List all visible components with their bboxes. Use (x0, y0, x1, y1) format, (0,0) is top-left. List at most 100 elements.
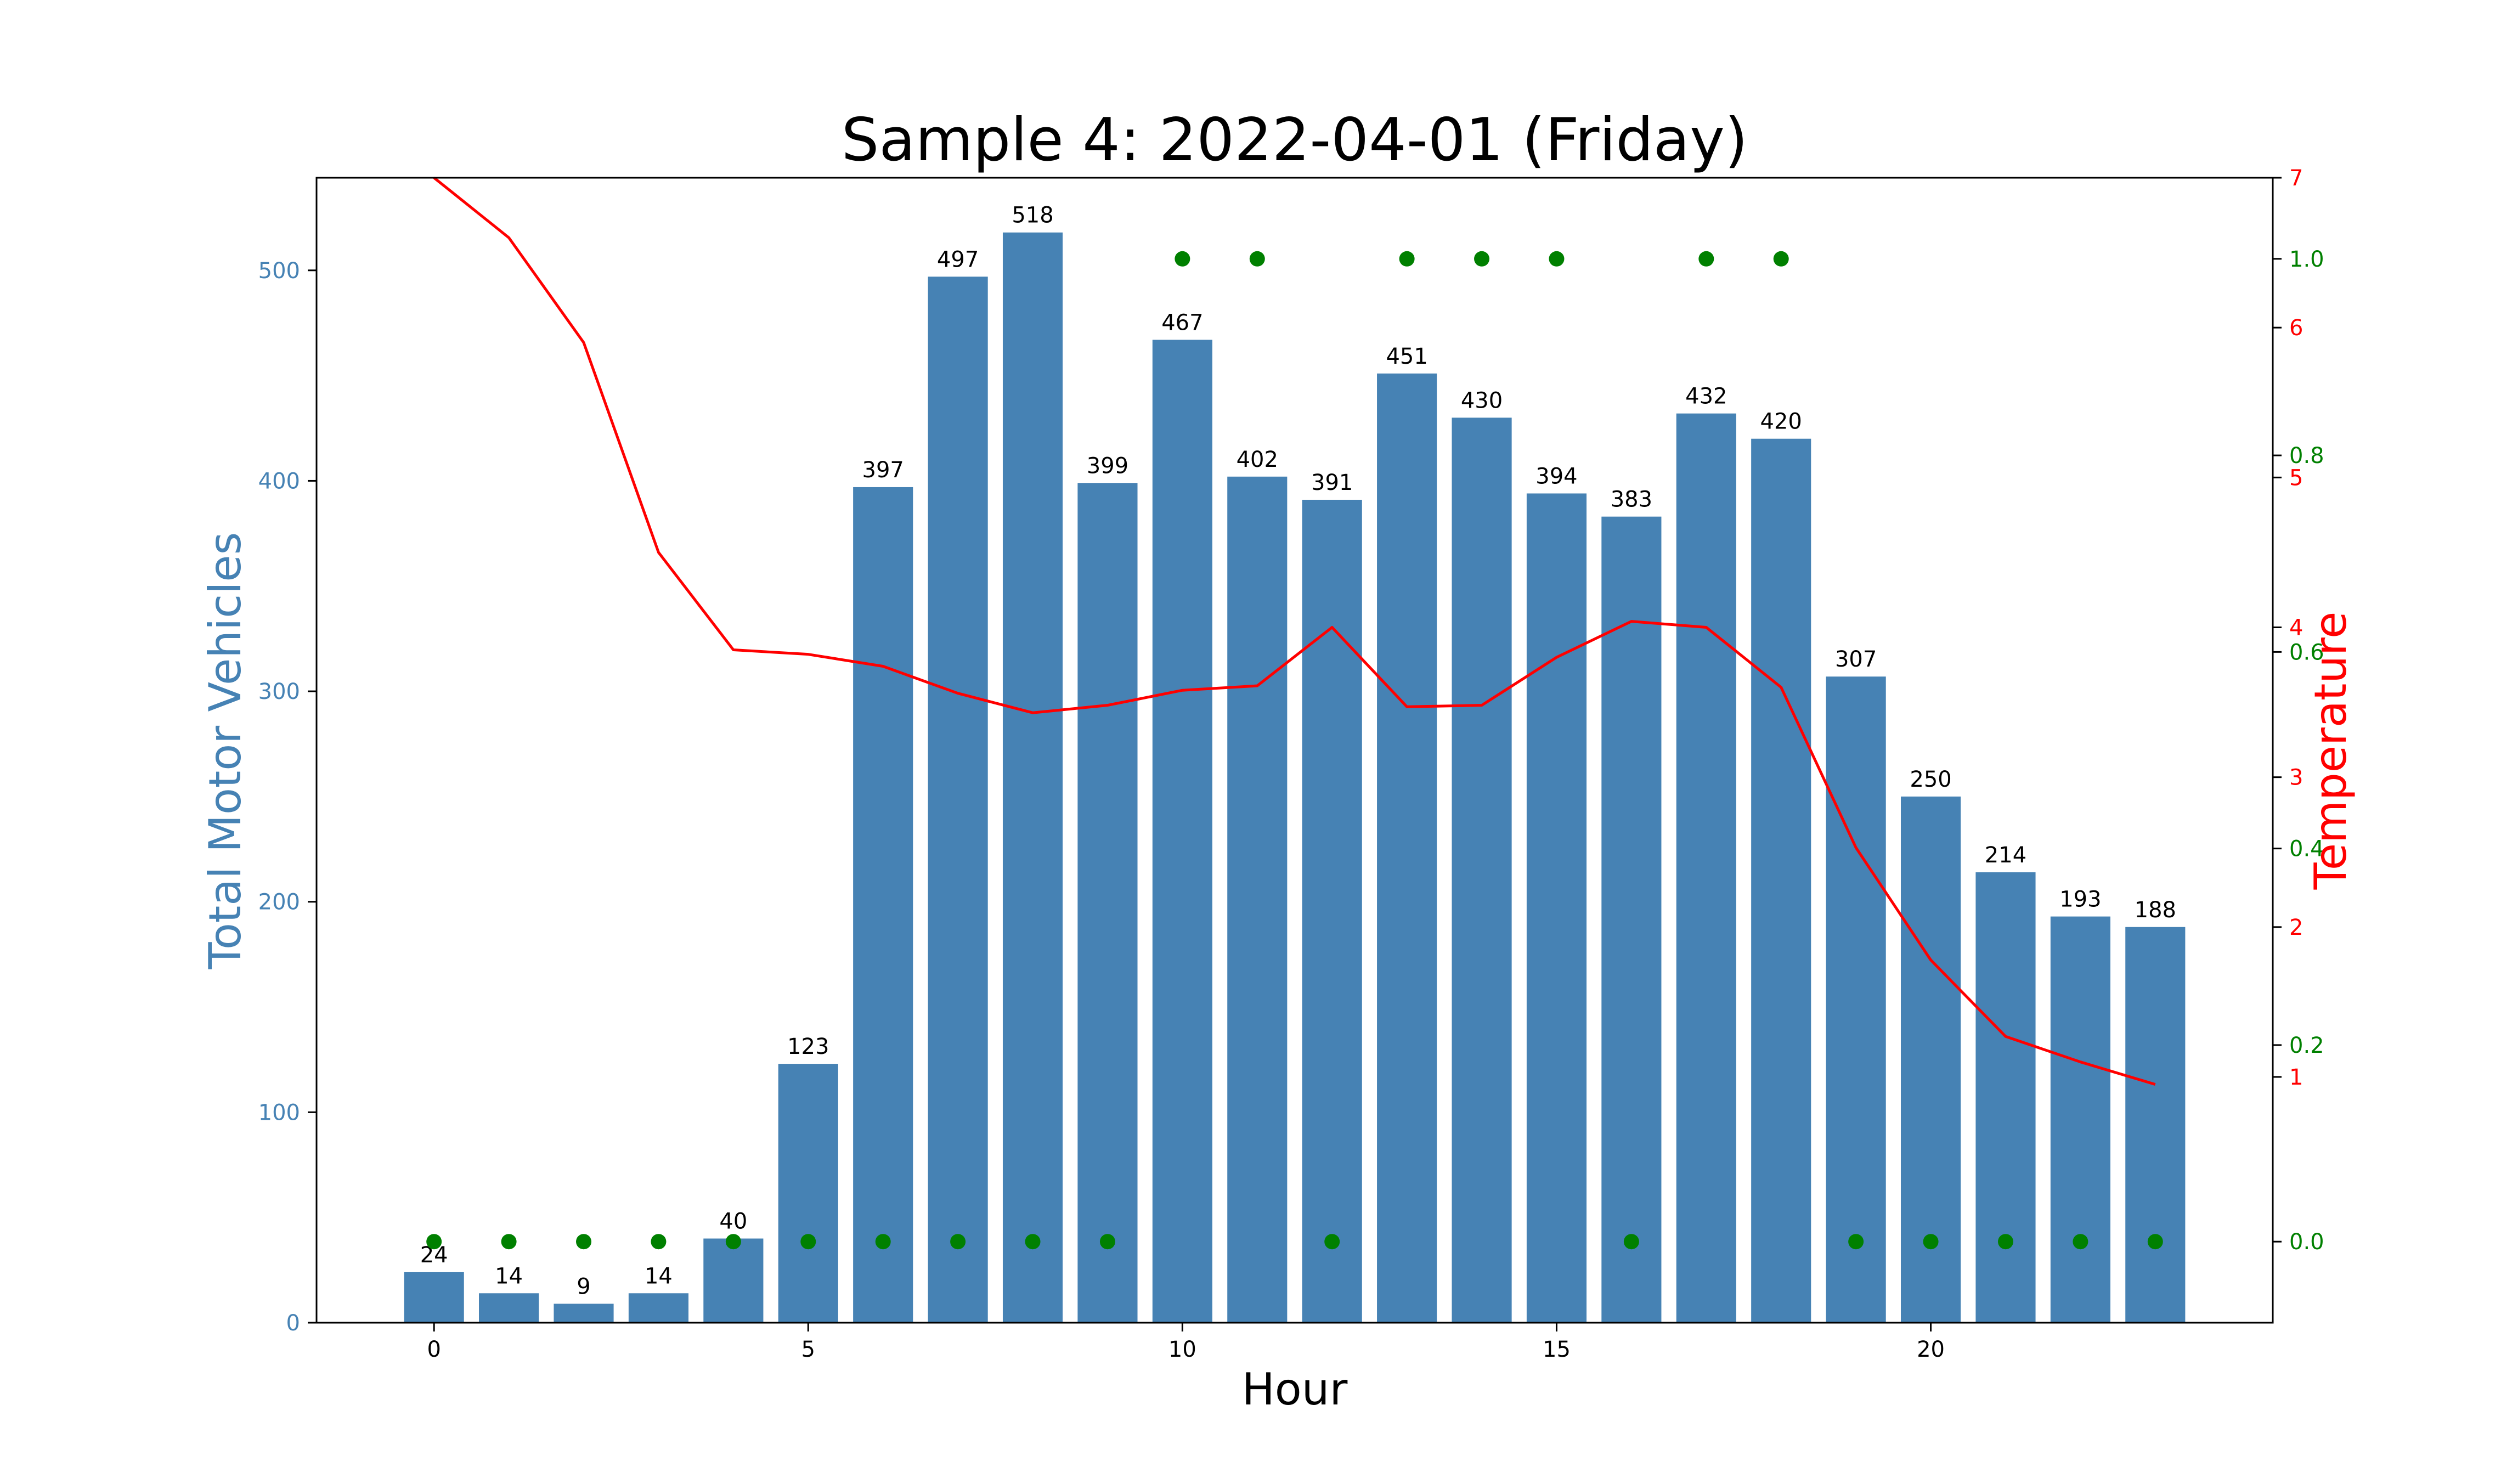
y2-tick-label-4: 4 (2289, 616, 2303, 641)
indicator-dot-17 (1698, 251, 1714, 267)
bar-value-label-2: 9 (577, 1274, 590, 1299)
indicator-dot-21 (1997, 1234, 2013, 1250)
indicator-dot-15 (1549, 251, 1565, 267)
bar-value-label-11: 402 (1237, 447, 1278, 472)
bar-value-label-20: 250 (1910, 767, 1951, 792)
y2-tick-label-7: 7 (2289, 166, 2303, 191)
y3-tick-label-2: 0.4 (2289, 837, 2324, 862)
temperature-line (433, 177, 2156, 1086)
indicator-dot-22 (2073, 1234, 2088, 1250)
bar-value-label-7: 497 (937, 247, 979, 272)
indicator-dot-13 (1399, 251, 1415, 267)
y2-tick-label-3: 3 (2289, 765, 2303, 791)
bar-value-label-17: 432 (1685, 384, 1727, 409)
chart-title: Sample 4: 2022-04-01 (Friday) (842, 106, 1748, 174)
bar-value-label-10: 467 (1161, 310, 1203, 335)
bar-hour-12 (1302, 499, 1362, 1323)
indicator-dot-2 (576, 1234, 592, 1250)
bar-hour-3 (628, 1293, 689, 1323)
bar-hour-8 (1002, 232, 1063, 1323)
indicator-dot-16 (1623, 1234, 1639, 1250)
x-tick-label-10: 10 (1168, 1337, 1196, 1362)
bar-value-label-13: 451 (1386, 344, 1427, 369)
indicator-dot-8 (1025, 1234, 1041, 1250)
bar-value-label-21: 214 (1985, 843, 2026, 868)
bar-hour-13 (1377, 373, 1437, 1323)
indicator-dot-23 (2147, 1234, 2163, 1250)
bar-hour-11 (1227, 476, 1288, 1323)
indicator-dot-9 (1099, 1234, 1115, 1250)
bar-hour-22 (2050, 916, 2110, 1323)
y3-tick-label-1: 0.2 (2289, 1033, 2324, 1058)
indicator-dot-19 (1848, 1234, 1864, 1250)
indicator-dot-18 (1773, 251, 1789, 267)
bar-value-label-8: 518 (1012, 203, 1053, 228)
x-tick-label-15: 15 (1543, 1337, 1571, 1362)
bar-hour-23 (2125, 927, 2186, 1323)
bar-hour-16 (1601, 516, 1662, 1323)
bar-value-label-3: 14 (645, 1263, 673, 1289)
bar-hour-10 (1152, 340, 1212, 1323)
y-tick-label-200: 200 (258, 890, 300, 915)
plot-frame (315, 177, 2274, 1324)
bar-value-label-18: 420 (1760, 409, 1802, 435)
bar-value-label-23: 188 (2135, 898, 2176, 923)
bar-value-label-15: 394 (1535, 464, 1577, 489)
y-tick-label-100: 100 (258, 1100, 300, 1125)
bar-value-label-16: 383 (1611, 487, 1652, 512)
bar-hour-6 (853, 487, 913, 1323)
indicator-dot-12 (1324, 1234, 1340, 1250)
indicator-dot-0 (426, 1234, 442, 1250)
bar-hour-15 (1526, 493, 1587, 1323)
bar-value-label-22: 193 (2059, 887, 2101, 912)
indicator-dot-3 (651, 1234, 667, 1250)
y2-tick-label-2: 2 (2289, 915, 2303, 940)
bar-hour-21 (1975, 872, 2036, 1323)
bar-hour-2 (554, 1304, 614, 1323)
x-tick-label-0: 0 (427, 1337, 441, 1362)
bar-value-label-14: 430 (1461, 388, 1503, 413)
indicator-dot-10 (1175, 251, 1190, 267)
bar-hour-19 (1826, 676, 1886, 1323)
y3-tick-label-4: 0.8 (2289, 443, 2324, 469)
bar-value-label-19: 307 (1835, 647, 1877, 672)
bar-hour-7 (928, 277, 988, 1323)
indicator-dot-20 (1923, 1234, 1939, 1250)
bar-value-label-9: 399 (1087, 453, 1128, 478)
indicator-dot-14 (1474, 251, 1490, 267)
indicator-dots (426, 251, 2163, 1250)
bar-hour-14 (1452, 417, 1512, 1323)
y2-tick-label-5: 5 (2289, 465, 2303, 490)
y-tick-label-300: 300 (258, 679, 300, 704)
bar-hour-4 (703, 1238, 764, 1323)
y2-axis-label: Temperature (2305, 612, 2356, 890)
x-tick-label-5: 5 (801, 1337, 815, 1362)
bar-hour-18 (1751, 438, 1811, 1323)
y-tick-label-0: 0 (286, 1311, 300, 1336)
bar-value-label-12: 391 (1311, 470, 1353, 495)
y-tick-label-500: 500 (258, 258, 300, 284)
bars-group (404, 232, 2186, 1323)
indicator-dot-11 (1249, 251, 1265, 267)
bar-value-label-4: 40 (719, 1209, 747, 1234)
y3-tick-label-5: 1.0 (2289, 247, 2324, 272)
indicator-dot-6 (875, 1234, 891, 1250)
bar-value-label-5: 123 (787, 1034, 829, 1059)
bar-hour-0 (404, 1272, 464, 1323)
bar-hour-17 (1676, 413, 1736, 1323)
y3-tick-label-3: 0.6 (2289, 640, 2324, 665)
y3-tick-label-0: 0.0 (2289, 1229, 2324, 1255)
y-axis-label: Total Motor Vehicles (200, 532, 251, 970)
bar-hour-1 (479, 1293, 539, 1323)
y2-tick-label-6: 6 (2289, 315, 2303, 341)
x-tick-label-20: 20 (1917, 1337, 1945, 1362)
y2-tick-label-1: 1 (2289, 1065, 2303, 1090)
bar-hour-9 (1077, 483, 1138, 1323)
indicator-dot-4 (725, 1234, 741, 1250)
indicator-dot-5 (800, 1234, 816, 1250)
x-axis-label: Hour (1242, 1364, 1348, 1415)
indicator-dot-1 (501, 1234, 517, 1250)
